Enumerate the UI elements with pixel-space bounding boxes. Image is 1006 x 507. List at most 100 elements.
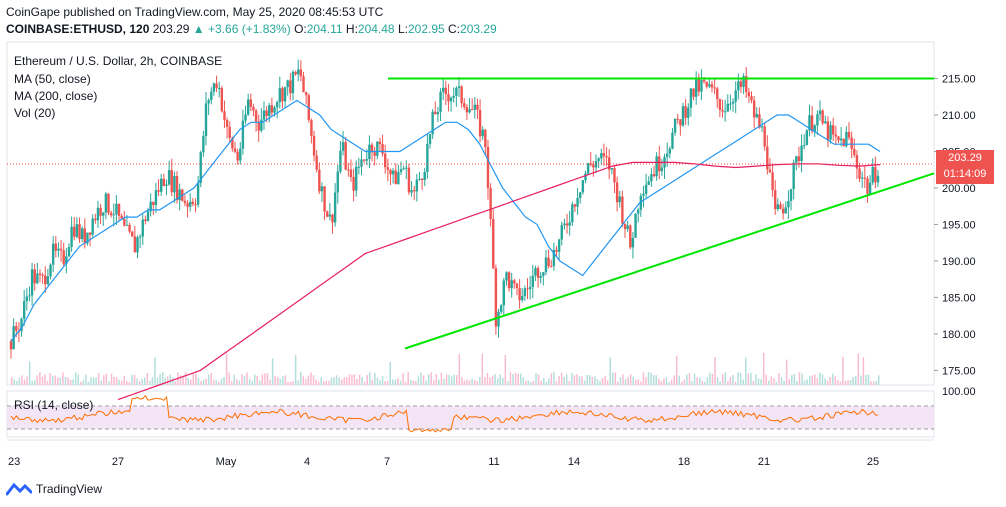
volume-bar — [218, 381, 220, 385]
candle-body — [702, 80, 706, 82]
volume-bar — [302, 376, 305, 385]
candle-body — [470, 109, 474, 111]
candle-body — [876, 175, 880, 183]
volume-bar — [282, 376, 284, 385]
candle-body — [779, 204, 782, 209]
volume-bar — [374, 372, 376, 385]
volume-bar — [496, 378, 499, 385]
candle-body — [763, 126, 766, 147]
candle-body — [507, 272, 511, 289]
volume-bar — [693, 373, 696, 385]
candle-body — [173, 176, 176, 193]
volume-bar — [420, 372, 422, 385]
candle-body — [636, 209, 640, 214]
candle-body — [281, 88, 284, 102]
volume-bar — [727, 381, 729, 385]
volume-bar — [461, 377, 463, 385]
volume-bar — [778, 372, 780, 385]
candle-body — [252, 106, 255, 111]
volume-bar — [379, 380, 381, 385]
candle-body — [850, 137, 853, 149]
volume-bar — [773, 378, 775, 385]
volume-bar — [328, 380, 330, 385]
volume-bar — [26, 376, 28, 385]
volume-bar — [619, 377, 622, 385]
volume-bar — [793, 373, 796, 385]
candle-body — [154, 190, 158, 206]
candle-body — [547, 257, 550, 267]
volume-bar — [525, 381, 527, 385]
volume-bar — [113, 377, 115, 385]
volume-bar — [471, 378, 473, 385]
tradingview-logo-icon — [5, 482, 33, 496]
volume-bar — [287, 381, 289, 385]
candle-body — [175, 176, 179, 201]
tradingview-logo[interactable]: TradingView — [5, 481, 102, 496]
volume-bar — [161, 372, 164, 385]
candle-body — [481, 129, 484, 137]
volume-bar — [596, 379, 599, 385]
volume-bar — [90, 377, 92, 385]
candle-body — [731, 101, 735, 104]
candle-body — [700, 80, 703, 92]
candle-body — [579, 192, 582, 199]
volume-bar — [346, 377, 348, 385]
volume-bar — [92, 377, 95, 385]
volume-bar — [757, 378, 760, 385]
x-tick-label: May — [216, 456, 237, 468]
volume-bar — [409, 379, 412, 385]
volume-bar — [770, 376, 773, 385]
candle-body — [336, 171, 339, 193]
candle-body — [204, 103, 208, 137]
candle-body — [283, 87, 287, 102]
volume-bar — [737, 372, 739, 385]
candle-body — [766, 146, 769, 170]
symbol-ohlc-line: COINBASE:ETHUSD, 120 203.29 ▲ +3.66 (+1.… — [6, 22, 497, 36]
candle-body — [378, 141, 382, 145]
candle-body — [439, 91, 442, 113]
candle-body — [729, 103, 732, 105]
volume-bar — [23, 379, 26, 385]
volume-bar — [259, 380, 261, 385]
volume-bar — [473, 380, 476, 385]
volume-bar — [560, 372, 563, 385]
candle-body — [312, 136, 316, 156]
candle-body — [41, 274, 44, 276]
volume-bar — [601, 377, 604, 385]
volume-bar — [338, 377, 340, 385]
volume-bar — [82, 379, 85, 385]
volume-bar — [187, 378, 189, 385]
candle-body — [162, 178, 166, 187]
volume-bar — [136, 378, 138, 385]
candle-body — [152, 201, 155, 206]
volume-bar — [762, 352, 765, 385]
candle-body — [813, 125, 816, 132]
candle-body — [412, 190, 416, 192]
volume-bar — [844, 380, 847, 385]
volume-bar — [369, 372, 371, 385]
candle-body — [389, 169, 392, 175]
candle-body — [362, 159, 366, 161]
volume-bar — [688, 373, 691, 385]
volume-bar — [622, 374, 624, 385]
candle-body — [397, 172, 400, 185]
volume-bar — [768, 380, 770, 385]
candle-body — [165, 184, 168, 187]
volume-bar — [435, 374, 438, 385]
candle-body — [673, 118, 677, 133]
candle-body — [486, 146, 490, 189]
candle-body — [494, 268, 498, 327]
candle-body — [231, 137, 234, 149]
volume-bar — [415, 381, 417, 385]
candle-body — [668, 148, 672, 154]
candle-body — [642, 193, 645, 196]
volume-bar — [834, 376, 837, 385]
candle-body — [318, 169, 321, 192]
volume-bar — [635, 379, 637, 385]
volume-bar — [468, 380, 471, 385]
candle-body — [557, 239, 561, 252]
volume-bar — [808, 375, 811, 385]
candle-body — [299, 69, 303, 77]
candle-body — [526, 288, 529, 290]
